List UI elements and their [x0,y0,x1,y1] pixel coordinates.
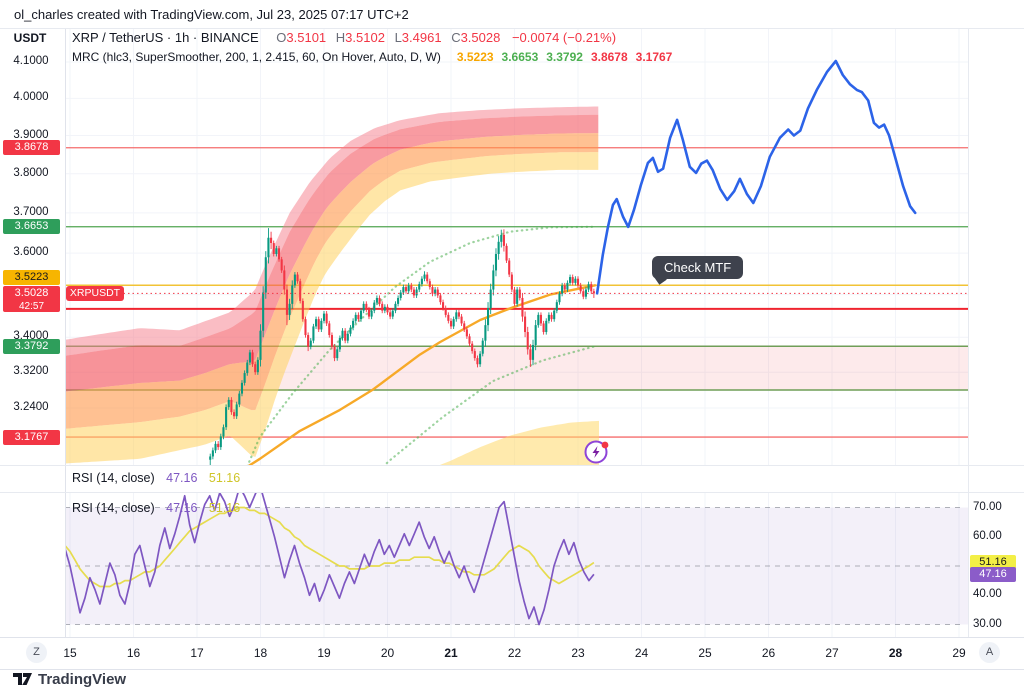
auto-scale-button[interactable]: A [979,642,1000,663]
price-badge-3.8678: 3.8678 [3,140,60,156]
high-label: H [335,30,346,45]
mrc-value: 3.1767 [635,50,673,64]
close-value: 3.5028 [460,30,501,45]
rsi-pane[interactable] [65,484,968,637]
price-badge-3.1767: 3.1767 [3,429,60,445]
time-axis[interactable] [0,637,1024,670]
price-badge-3.5028: 3.5028 42:57 [3,286,60,313]
price-tick-label: 3.6000 [13,246,49,259]
rsi-badge-47.16: 47.16 [970,566,1016,582]
rsi-pane-legend[interactable]: RSI (14, close) 47.16 51.16 [72,501,240,515]
open-label: O [276,30,287,45]
time-tick-label: 25 [698,646,712,660]
time-tick-label: 20 [380,646,395,660]
rsi-tick-label: 70.00 [973,500,1002,513]
rsi-badge-51.16: 51.16 [970,555,1016,571]
time-tick-label: 24 [634,646,649,660]
symbol-legend[interactable]: XRP / TetherUS · 1h · BINANCE O3.5101 H3… [72,30,616,45]
high-value: 3.5102 [345,30,385,45]
mrc-indicator-legend[interactable]: MRC (hlc3, SuperSmoother, 200, 1, 2.415,… [72,50,672,64]
rsi-strip-value: 47.16 [166,471,198,485]
time-tick-label: 15 [63,646,77,660]
price-badge-3.3792: 3.3792 [3,338,60,354]
low-value: 3.4961 [401,30,442,45]
mrc-value: 3.3792 [546,50,583,64]
main-chart-pane[interactable] [65,28,968,521]
lightning-alert-icon[interactable] [582,437,612,467]
tradingview-brand[interactable]: TradingView [13,671,126,688]
price-axis-currency: USDT [13,31,47,45]
mrc-value: 3.5223 [456,50,494,64]
rsi-strip-label: RSI (14, close) [72,471,155,485]
countdown-timer: 42:57 [18,301,45,313]
tradingview-logo-icon [13,673,32,685]
time-tick-label: 21 [444,646,458,660]
check-mtf-tooltip-text: Check MTF [664,260,732,275]
price-tick-label: 3.2400 [13,401,49,414]
price-tick-label: 4.1000 [13,55,49,68]
price-line-symbol-tag: XRPUSDT [66,285,124,301]
symbol-title: XRP / TetherUS · 1h · BINANCE [72,30,259,45]
tradingview-brand-text: TradingView [38,671,127,688]
time-tick-label: 28 [888,646,903,660]
price-axis[interactable] [0,28,66,637]
time-tick-label: 26 [761,646,776,660]
mrc-value: 3.6653 [501,50,539,64]
time-tick-label: 29 [952,646,966,660]
price-tick-label: 4.0000 [13,91,49,104]
rsi-strip-ma-value: 51.16 [208,471,241,485]
check-mtf-tooltip[interactable]: Check MTF [652,256,744,285]
price-tick-label: 3.3200 [13,365,49,378]
time-tick-label: 19 [317,646,331,660]
price-tick-label: 3.9000 [13,128,49,141]
attribution-text: ol_charles created with TradingView.com,… [14,7,409,22]
price-tick-label: 3.8000 [13,166,49,179]
rsi-tick-label: 30.00 [973,617,1002,630]
time-tick-label: 18 [253,646,268,660]
rsi-tick-label: 40.00 [973,588,1002,601]
rsi-pane-ma-value: 51.16 [208,501,241,515]
price-badge-3.6653: 3.6653 [3,219,60,235]
time-tick-label: 27 [825,646,839,660]
rsi-pane-value: 47.16 [166,501,198,515]
time-tick-label: 22 [507,646,522,660]
time-tick-label: 16 [126,646,141,660]
low-label: L [394,30,402,45]
mrc-label: MRC (hlc3, SuperSmoother, 200, 1, 2.415,… [72,50,441,64]
timezone-button[interactable]: Z [26,642,47,663]
time-tick-label: 17 [190,646,204,660]
rsi-pane-label: RSI (14, close) [72,501,155,515]
rsi-strip-legend[interactable]: RSI (14, close) 47.16 51.16 [72,471,240,485]
time-tick-label: 23 [571,646,585,660]
close-label: C [451,30,461,45]
price-badge-3.5223: 3.5223 [3,270,60,286]
rsi-tick-label: 60.00 [973,529,1002,542]
mrc-value: 3.8678 [590,50,628,64]
open-value: 3.5101 [286,30,327,45]
price-tick-label: 3.7000 [13,205,49,218]
change-value: −0.0074 (−0.21%) [511,30,617,45]
